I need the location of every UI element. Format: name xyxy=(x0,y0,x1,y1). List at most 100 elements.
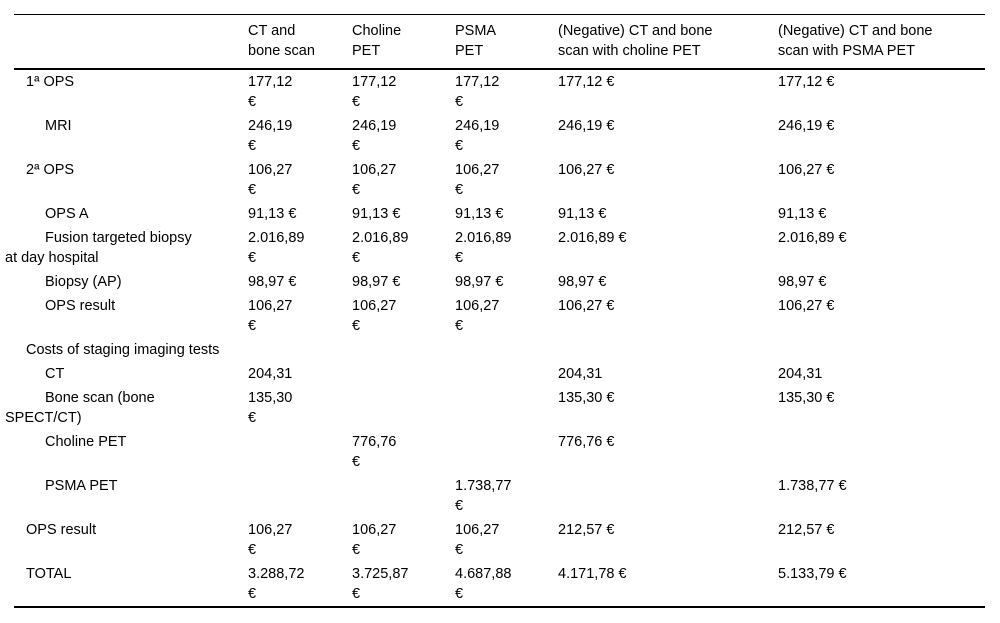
column-header: Choline PET xyxy=(352,14,455,70)
table-row: Choline PET 776,76 € 776,76 € xyxy=(14,430,985,474)
table-row: Fusion targeted biopsy at day hospital 2.… xyxy=(5,226,985,270)
cell-value: 2.016,89 € xyxy=(558,230,627,246)
cell-value: 91,13 € xyxy=(248,206,297,222)
row-label: OPS result xyxy=(26,522,97,538)
row-label: Costs of staging imaging tests xyxy=(26,342,220,358)
row-label: TOTAL xyxy=(26,566,72,582)
table-row: MRI 246,19 € 246,19 € 246,19 € 246,19 € 246,1… xyxy=(14,114,985,158)
table-row: 2ª OPS 106,27 € 106,27 € 106,27 € 106,27 € 10… xyxy=(14,158,985,202)
row-label: Bone scan (bone SPECT/CT) xyxy=(5,390,155,426)
cell-value: 5.133,79 € xyxy=(778,566,847,582)
cell-value: 91,13 € xyxy=(352,206,401,222)
cell-value: 177,12 € xyxy=(778,74,835,90)
cell-value xyxy=(248,338,352,362)
cell-value xyxy=(248,474,352,518)
cell-value: 135,30 € xyxy=(248,390,293,426)
cell-value: 106,27 € xyxy=(558,162,615,178)
cell-value: 106,27 € xyxy=(455,522,500,558)
row-label: Biopsy (AP) xyxy=(45,274,122,290)
table-row: PSMA PET 1.738,77 € 1.738,77 € xyxy=(14,474,985,518)
cell-value: 98,97 € xyxy=(248,274,297,290)
cell-value: 91,13 € xyxy=(778,206,827,222)
cell-value: 212,57 € xyxy=(558,522,615,538)
cell-value: 98,97 € xyxy=(558,274,607,290)
cell-value xyxy=(455,362,558,386)
table-row: Bone scan (bone SPECT/CT) 135,30 € 135,30 … xyxy=(5,386,985,430)
cell-value: 4.171,78 € xyxy=(558,566,627,582)
cell-value xyxy=(352,474,455,518)
table-row: OPS result 106,27 € 106,27 € 106,27 € 106,27… xyxy=(14,294,985,338)
cell-value: 776,76 € xyxy=(352,434,397,470)
cell-value: 106,27 € xyxy=(558,298,615,314)
cell-value: 91,13 € xyxy=(455,206,504,222)
cell-value: 177,12 € xyxy=(248,74,293,110)
cell-value: 106,27 € xyxy=(352,162,397,198)
cell-value: 106,27 € xyxy=(455,298,500,334)
cell-value: 246,19 € xyxy=(778,118,835,134)
row-label: MRI xyxy=(45,118,72,134)
cell-value: 106,27 € xyxy=(352,298,397,334)
cell-value: 106,27 € xyxy=(248,162,293,198)
cell-value: 98,97 € xyxy=(352,274,401,290)
cell-value: 135,30 € xyxy=(558,390,615,406)
cell-value: 204,31 xyxy=(248,366,293,382)
table-row: Biopsy (AP) 98,97 € 98,97 € 98,97 € 98,97 € 9… xyxy=(14,270,985,294)
cell-value: 1.738,77 € xyxy=(455,478,512,514)
cell-value: 2.016,89 € xyxy=(352,230,409,266)
cell-value: 177,12 € xyxy=(352,74,397,110)
cell-value: 177,12 € xyxy=(455,74,500,110)
cell-value: 106,27 € xyxy=(352,522,397,558)
column-header: (Negative) CT and bone scan with choline… xyxy=(558,14,778,70)
cell-value: 2.016,89 € xyxy=(248,230,305,266)
row-label: 2ª OPS xyxy=(26,162,75,178)
cell-value: 246,19 € xyxy=(558,118,615,134)
column-header: PSMA PET xyxy=(455,14,558,70)
cell-value: 135,30 € xyxy=(778,390,835,406)
cell-value: 106,27 € xyxy=(248,522,293,558)
row-label-column-header xyxy=(14,14,248,70)
cell-value: 106,27 € xyxy=(778,298,835,314)
cell-value xyxy=(352,386,455,430)
cell-value: 776,76 € xyxy=(558,434,615,450)
row-label: OPS A xyxy=(45,206,89,222)
cell-value: 106,27 € xyxy=(248,298,293,334)
cell-value: 212,57 € xyxy=(778,522,835,538)
cell-value: 3.725,87 € xyxy=(352,566,409,602)
cell-value: 204,31 xyxy=(558,366,603,382)
cell-value xyxy=(455,386,558,430)
row-label: OPS result xyxy=(45,298,116,314)
cell-value xyxy=(778,338,985,362)
table-row: OPS result 106,27 € 106,27 € 106,27 € 212,57… xyxy=(14,518,985,562)
cell-value: 98,97 € xyxy=(455,274,504,290)
column-header: CT and bone scan xyxy=(248,14,352,70)
row-label: Fusion targeted biopsy at day hospital xyxy=(5,230,192,266)
table-header-row: CT and bone scan Choline PET PSMA PET (Nega… xyxy=(14,14,985,70)
cell-value xyxy=(455,430,558,474)
cell-value: 204,31 xyxy=(778,366,823,382)
column-header: (Negative) CT and bone scan with PSMA PE… xyxy=(778,14,985,70)
row-label: Choline PET xyxy=(45,434,127,450)
cell-value xyxy=(558,338,778,362)
cell-value: 246,19 € xyxy=(455,118,500,154)
row-label: PSMA PET xyxy=(45,478,118,494)
cell-value xyxy=(778,430,985,474)
cell-value: 2.016,89 € xyxy=(778,230,847,246)
cost-comparison-table: CT and bone scan Choline PET PSMA PET (Nega… xyxy=(5,14,985,608)
cell-value: 246,19 € xyxy=(352,118,397,154)
row-label: 1ª OPS xyxy=(26,74,75,90)
cell-value: 106,27 € xyxy=(455,162,500,198)
cell-value: 246,19 € xyxy=(248,118,293,154)
table-row: 1ª OPS 177,12 € 177,12 € 177,12 € 177,12 € 17… xyxy=(14,69,985,114)
cell-value xyxy=(352,362,455,386)
table-row: TOTAL 3.288,72 € 3.725,87 € 4.687,88 € 4.171… xyxy=(14,562,985,607)
cell-value xyxy=(558,474,778,518)
cell-value: 3.288,72 € xyxy=(248,566,305,602)
row-label: CT xyxy=(45,366,65,382)
cell-value: 1.738,77 € xyxy=(778,478,847,494)
table-row: CT 204,31 204,31 204,31 xyxy=(14,362,985,386)
cell-value xyxy=(455,338,558,362)
cell-value: 91,13 € xyxy=(558,206,607,222)
table-row: Costs of staging imaging tests xyxy=(14,338,985,362)
cell-value xyxy=(352,338,455,362)
